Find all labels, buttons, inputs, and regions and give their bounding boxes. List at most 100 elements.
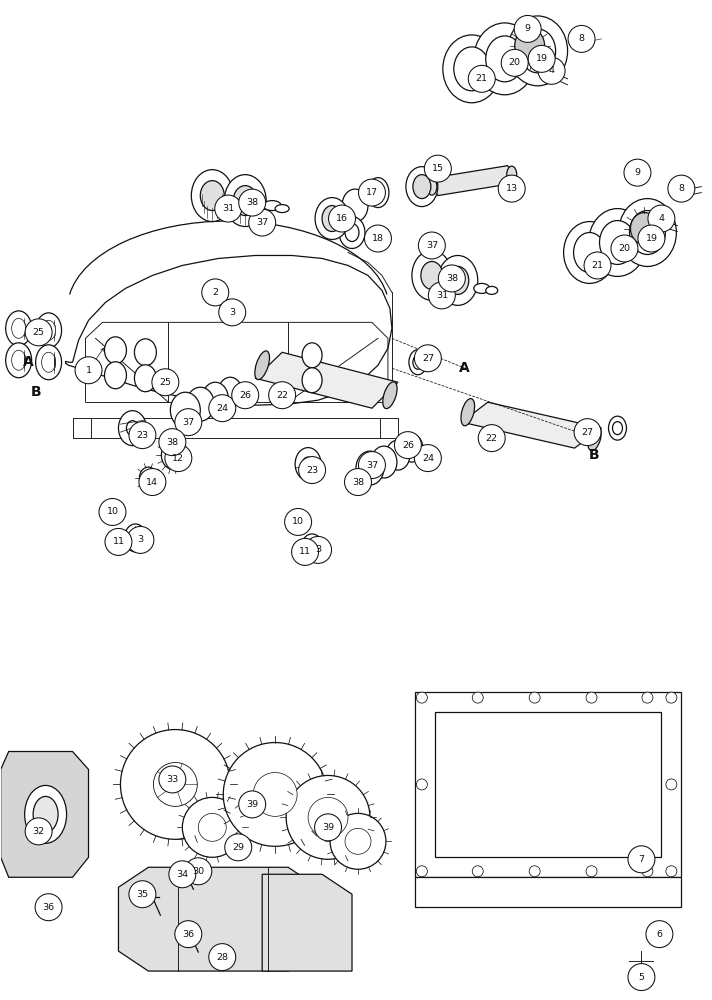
Text: 22: 22 (486, 434, 498, 443)
Ellipse shape (619, 199, 676, 266)
Ellipse shape (275, 205, 289, 213)
Circle shape (628, 846, 655, 873)
Text: 36: 36 (43, 903, 55, 912)
Circle shape (538, 57, 565, 84)
Text: 21: 21 (592, 261, 604, 270)
Ellipse shape (413, 175, 431, 199)
Text: 8: 8 (679, 184, 684, 193)
Ellipse shape (486, 36, 523, 82)
Text: 23: 23 (137, 431, 149, 440)
Ellipse shape (170, 392, 200, 428)
Circle shape (345, 828, 371, 854)
Circle shape (199, 813, 226, 841)
Circle shape (646, 921, 673, 948)
Text: 17: 17 (366, 188, 378, 197)
Ellipse shape (36, 345, 61, 380)
Circle shape (286, 775, 370, 859)
Circle shape (182, 797, 242, 857)
Circle shape (219, 299, 246, 326)
Circle shape (201, 279, 229, 306)
Circle shape (159, 429, 186, 456)
Text: 13: 13 (506, 184, 518, 193)
Polygon shape (1, 752, 88, 877)
Circle shape (359, 452, 385, 479)
Circle shape (105, 528, 132, 555)
Circle shape (330, 813, 386, 869)
Ellipse shape (486, 286, 498, 294)
Polygon shape (66, 255, 392, 405)
Text: 38: 38 (446, 274, 458, 283)
Ellipse shape (11, 350, 26, 370)
Ellipse shape (315, 198, 349, 240)
Text: 24: 24 (422, 454, 434, 463)
Text: 25: 25 (33, 328, 45, 337)
Ellipse shape (427, 178, 437, 195)
Circle shape (239, 791, 266, 818)
Text: 26: 26 (239, 391, 251, 400)
Ellipse shape (224, 175, 266, 227)
Text: B: B (31, 385, 41, 399)
Ellipse shape (302, 457, 314, 471)
Text: 19: 19 (645, 234, 657, 243)
Text: 38: 38 (352, 478, 364, 487)
Circle shape (574, 419, 601, 446)
Circle shape (120, 730, 230, 839)
Text: 36: 36 (182, 930, 194, 939)
Circle shape (628, 964, 655, 991)
Ellipse shape (574, 233, 605, 272)
Ellipse shape (412, 250, 452, 300)
Ellipse shape (135, 365, 157, 392)
Text: 8: 8 (579, 34, 585, 43)
Text: 39: 39 (246, 800, 258, 809)
Circle shape (514, 15, 541, 42)
Ellipse shape (135, 339, 157, 366)
Circle shape (99, 499, 126, 525)
Polygon shape (118, 867, 318, 971)
Circle shape (529, 692, 540, 703)
Ellipse shape (339, 217, 365, 248)
Ellipse shape (11, 318, 26, 338)
Circle shape (25, 818, 52, 845)
Ellipse shape (589, 209, 646, 276)
Ellipse shape (356, 451, 384, 485)
Circle shape (365, 225, 392, 252)
Text: 10: 10 (292, 517, 304, 526)
Circle shape (209, 395, 236, 422)
Text: 31: 31 (222, 204, 234, 213)
Text: 1: 1 (85, 366, 92, 375)
Ellipse shape (219, 377, 242, 407)
Polygon shape (415, 877, 681, 907)
Circle shape (248, 209, 276, 236)
Circle shape (345, 469, 372, 496)
Text: 26: 26 (402, 441, 414, 450)
Text: 10: 10 (107, 507, 118, 516)
Circle shape (468, 65, 496, 92)
Text: 37: 37 (182, 418, 194, 427)
Text: 27: 27 (422, 354, 434, 363)
Ellipse shape (447, 266, 468, 294)
Text: 29: 29 (232, 843, 244, 852)
Text: 32: 32 (33, 827, 45, 836)
Polygon shape (255, 352, 398, 408)
Circle shape (185, 858, 211, 885)
Circle shape (231, 382, 258, 409)
Ellipse shape (105, 337, 127, 364)
Circle shape (472, 866, 483, 877)
Ellipse shape (367, 178, 389, 208)
Ellipse shape (41, 352, 56, 372)
Text: B: B (590, 448, 600, 462)
Circle shape (472, 692, 483, 703)
Circle shape (253, 772, 297, 816)
Circle shape (414, 345, 441, 372)
Circle shape (359, 179, 385, 206)
Ellipse shape (371, 446, 397, 478)
Ellipse shape (263, 201, 281, 211)
Text: 9: 9 (634, 168, 641, 177)
Circle shape (648, 205, 675, 232)
Circle shape (584, 252, 611, 279)
Circle shape (159, 766, 186, 793)
Text: A: A (459, 361, 470, 375)
Ellipse shape (322, 206, 342, 232)
Ellipse shape (564, 222, 615, 283)
Text: 19: 19 (535, 54, 548, 63)
